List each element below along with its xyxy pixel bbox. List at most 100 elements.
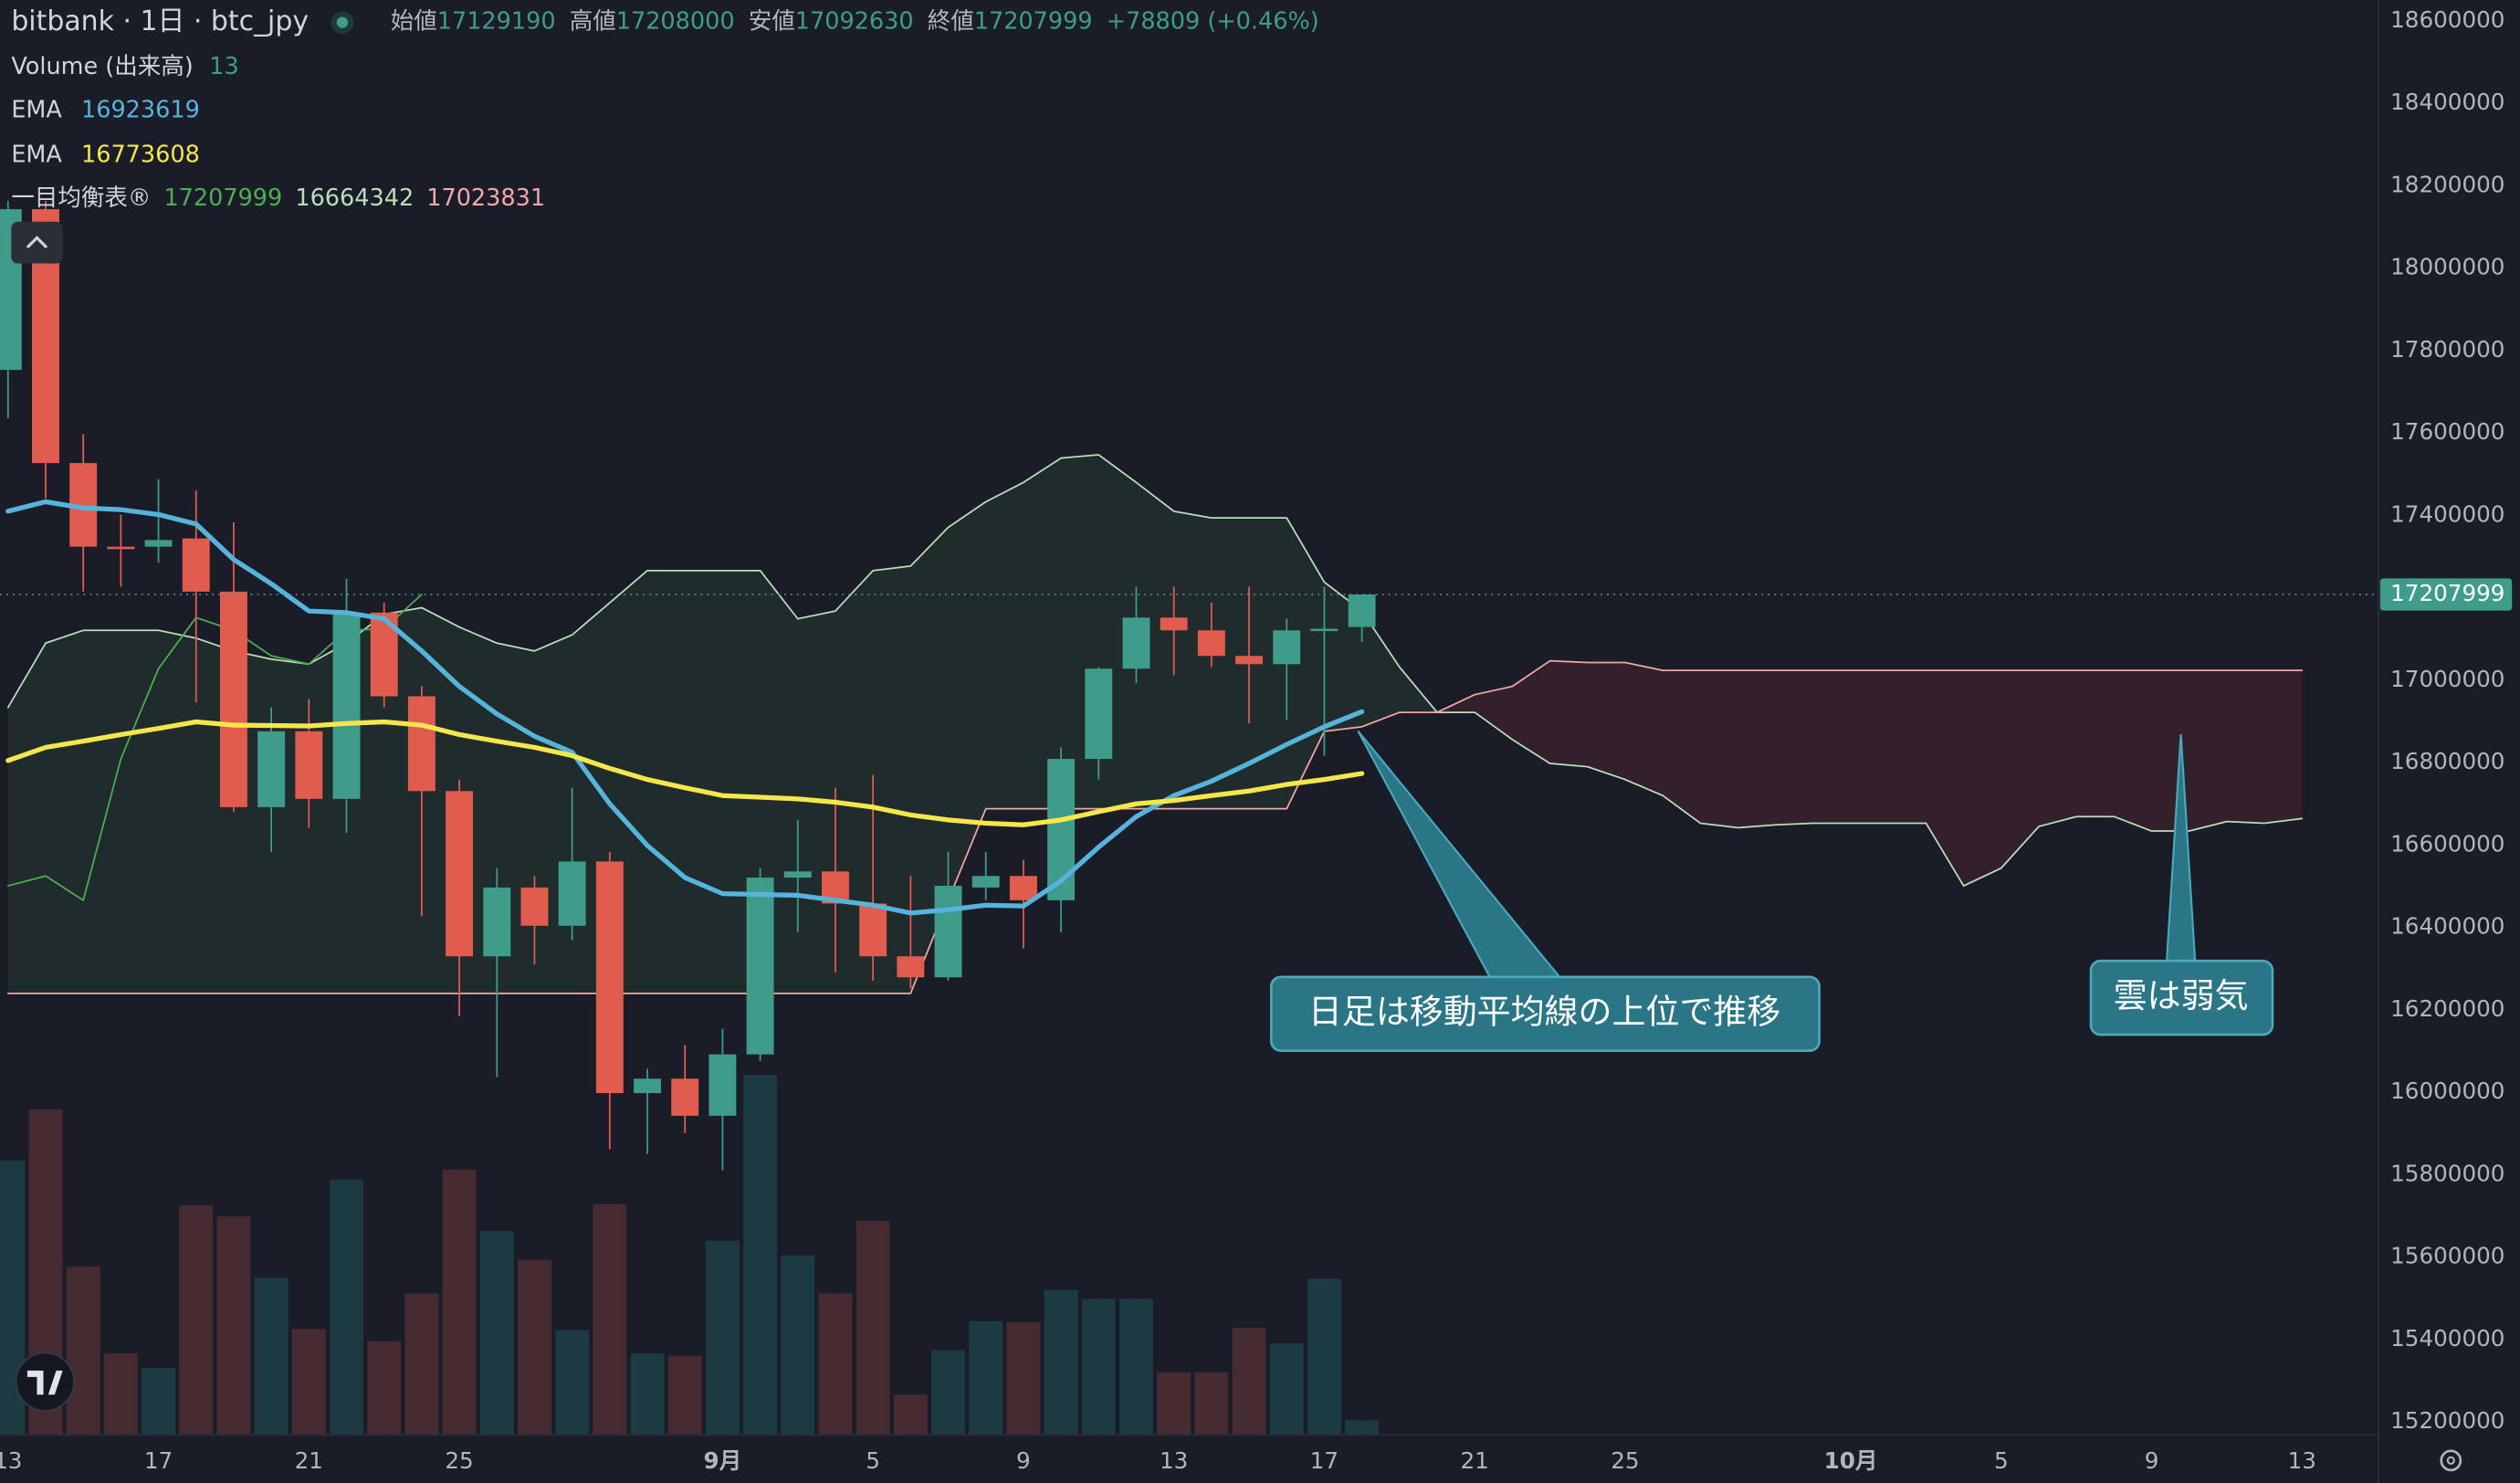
candle-body — [483, 887, 511, 957]
volume-bar — [630, 1353, 665, 1436]
volume-bar — [969, 1320, 1003, 1436]
cloud-fill — [121, 630, 159, 994]
volume-bar — [1118, 1299, 1153, 1436]
x-tick-label: 5 — [866, 1447, 880, 1474]
cloud-fill — [1812, 670, 1852, 824]
cloud-fill — [1023, 458, 1062, 809]
cloud-fill — [1211, 518, 1250, 809]
x-tick-label: 5 — [1994, 1447, 2009, 1474]
volume-bar — [517, 1259, 551, 1436]
y-tick-label: 18600000 — [2390, 6, 2504, 33]
volume-bar — [216, 1216, 251, 1436]
cloud-fill — [2114, 670, 2152, 832]
last-price-tag — [2379, 578, 2513, 611]
cloud-fill — [2000, 670, 2039, 868]
cloud-fill — [1926, 670, 1964, 887]
volume-bar — [103, 1353, 138, 1436]
collapse-icon — [26, 236, 48, 249]
settings-icon[interactable] — [2440, 1449, 2462, 1472]
cloud-fill — [1512, 660, 1550, 764]
ema-label: EMA — [11, 96, 62, 123]
span-a-value: 16664342 — [295, 184, 414, 212]
logo[interactable] — [15, 1352, 75, 1412]
ema-line — [5, 719, 1365, 827]
cloud-fill — [1249, 518, 1287, 809]
cloud-fill — [873, 565, 911, 994]
cloud-fill — [1888, 670, 1927, 824]
volume-bar — [291, 1329, 326, 1436]
callout-box — [2089, 959, 2274, 1036]
y-tick-label: 18000000 — [2390, 254, 2504, 280]
ohlc-label: 高値 — [570, 8, 616, 36]
ohlc-label: 始値 — [391, 8, 437, 36]
x-tick-label: 13 — [0, 1447, 22, 1474]
collapse-button[interactable] — [11, 221, 63, 264]
y-tick-label: 18200000 — [2390, 171, 2504, 197]
candle-body — [671, 1078, 699, 1116]
ichimoku-label: 一目均衡表® — [11, 184, 151, 212]
ohlc-label: 終値 — [928, 8, 974, 36]
y-tick-label: 17800000 — [2390, 336, 2504, 363]
x-tick-label: 10月 — [1824, 1447, 1878, 1474]
ema-line — [5, 499, 1365, 916]
ohlc-value: 17092630 — [795, 8, 914, 36]
y-tick-label: 17000000 — [2390, 666, 2504, 692]
ohlc-value: 17207999 — [974, 8, 1093, 36]
candle-body — [1197, 630, 1225, 657]
candle-body — [897, 956, 925, 978]
volume-legend: Volume (出来高) 13 — [11, 53, 238, 80]
cloud-fill — [1624, 662, 1664, 796]
volume-label: Volume (出来高) — [11, 53, 193, 80]
last-price-label: 17207999 — [2390, 580, 2504, 606]
y-tick-label: 16200000 — [2390, 995, 2504, 1022]
volume-bar — [404, 1293, 439, 1436]
cloud-fill — [534, 635, 572, 994]
cloud-fill — [1663, 670, 1701, 824]
candle-body — [934, 886, 962, 978]
volume-bar — [743, 1075, 778, 1436]
candle-body — [558, 861, 586, 926]
cloud-fill — [158, 630, 196, 994]
ema-legend: EMA 16923619 — [11, 96, 200, 123]
volume-bar — [893, 1394, 928, 1436]
candle-body — [1085, 668, 1113, 760]
cloud-fill — [910, 527, 949, 994]
volume-bar — [555, 1330, 590, 1436]
volume-bar — [1307, 1278, 1341, 1436]
volume-bar — [1006, 1321, 1041, 1436]
volume-bar — [1044, 1289, 1078, 1436]
cloud-fill — [45, 630, 84, 994]
logo-mark — [26, 1370, 63, 1395]
y-tick-label: 15600000 — [2390, 1243, 2504, 1269]
cloud-fill — [1136, 482, 1174, 809]
volume-bar — [479, 1230, 514, 1436]
lagging-value: 17207999 — [163, 184, 282, 212]
y-tick-label: 15400000 — [2390, 1325, 2504, 1352]
volume-bar — [781, 1255, 815, 1436]
y-tick-label: 15800000 — [2390, 1160, 2504, 1186]
plot-area — [0, 201, 2379, 1436]
candle-body — [971, 876, 1000, 888]
volume-bar — [1232, 1328, 1266, 1436]
cloud-fill — [1361, 611, 1400, 727]
annotation: 日足は移動平均線の上位で推移 — [1308, 993, 1780, 1032]
cloud-fill — [1475, 686, 1513, 740]
volume-bar — [142, 1368, 176, 1436]
cloud-fill — [83, 630, 121, 994]
x-tick-label: 25 — [1611, 1447, 1639, 1474]
volume-bar — [330, 1179, 363, 1436]
volume-bar — [593, 1204, 627, 1436]
cloud-fill — [1549, 660, 1588, 767]
candle-body — [144, 540, 173, 547]
candle-body — [1348, 594, 1376, 627]
cloud-fill — [985, 482, 1024, 809]
ohlc-value: 17208000 — [616, 8, 735, 36]
cloud-fill — [1700, 670, 1738, 828]
candle-body — [1122, 617, 1150, 669]
candle-body — [709, 1054, 737, 1116]
x-tick-label: 9 — [1016, 1447, 1031, 1474]
candle-body — [1310, 628, 1339, 632]
candle-body — [1047, 759, 1076, 900]
change-value: +78809 (+0.46%) — [1107, 8, 1319, 36]
